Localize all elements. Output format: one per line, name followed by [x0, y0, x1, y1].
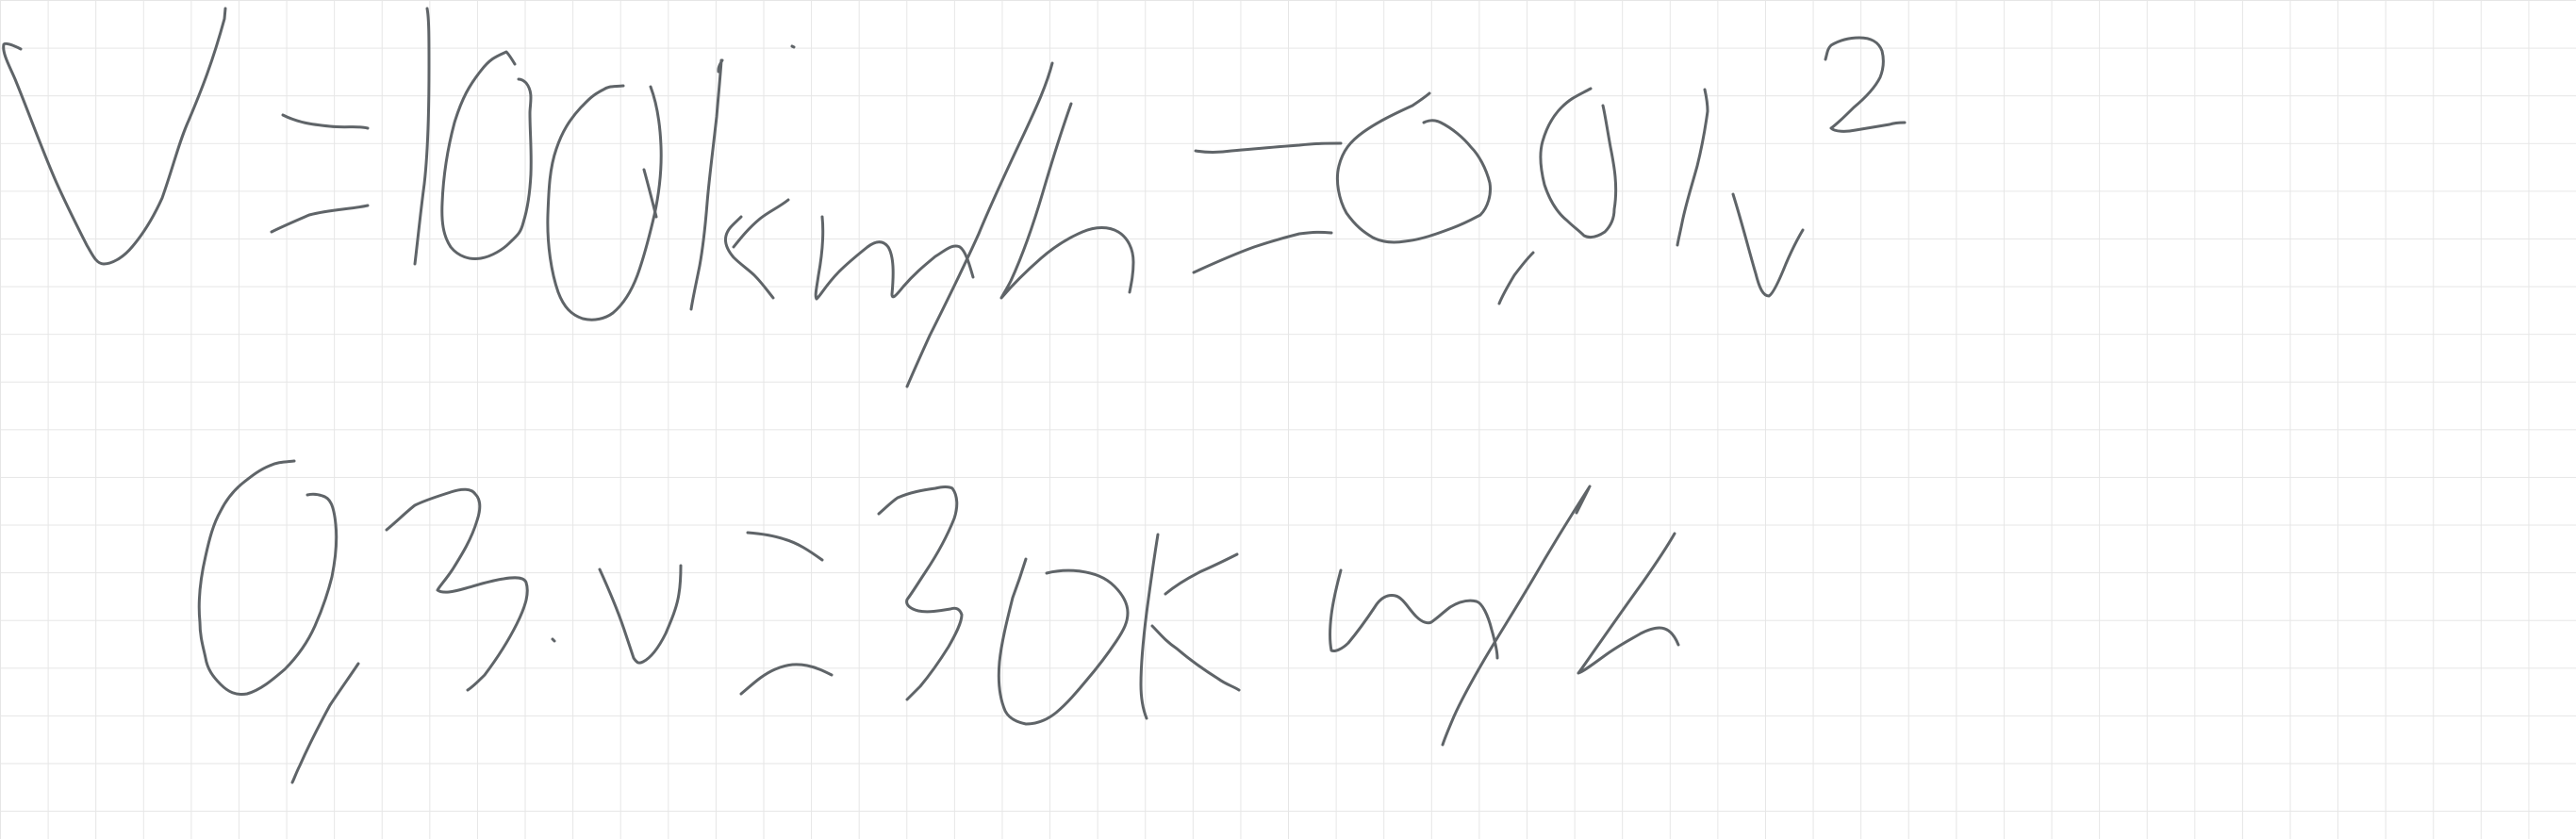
stroke-zero-4a [1539, 87, 1618, 239]
stroke-k-stem [689, 58, 724, 311]
stroke-one-1 [413, 7, 431, 266]
stroke-equals-3-top [746, 531, 824, 562]
stroke-dot-2 [551, 637, 556, 643]
stroke-zero-1a [440, 50, 533, 260]
stroke-h-1 [999, 102, 1135, 300]
stroke-equals-1-top [281, 113, 370, 130]
stroke-superscript-two [1824, 36, 1907, 133]
stroke-slash-1 [905, 61, 1054, 388]
stroke-slash-2 [1441, 485, 1592, 747]
stroke-k-2-upper [1164, 552, 1239, 596]
stroke-dot-1 [790, 44, 796, 49]
stroke-k-arm [642, 168, 658, 219]
stroke-k-2-stem [1139, 533, 1160, 720]
stroke-v-lower-1 [1731, 192, 1805, 298]
stroke-equals-2-bottom [1192, 230, 1333, 274]
stroke-three-1 [385, 487, 529, 692]
stroke-k-leg [724, 198, 790, 300]
stroke-m [814, 215, 975, 301]
stroke-zero-6 [997, 557, 1130, 726]
stroke-comma-2 [290, 662, 360, 784]
stroke-v [2, 7, 227, 266]
stroke-zero-5 [197, 459, 339, 696]
stroke-v-lower-2 [598, 564, 683, 665]
stroke-three-2 [877, 485, 964, 701]
stroke-m-2 [1329, 568, 1499, 660]
stroke-equals-3-bottom [739, 663, 834, 696]
stroke-equals-1-bottom [270, 204, 370, 234]
stroke-comma-1 [1497, 251, 1535, 305]
stroke-zero-3 [1335, 91, 1492, 244]
stroke-h-2 [1577, 532, 1680, 675]
handwritten-line-2 [197, 459, 1680, 784]
stroke-one-2 [1676, 88, 1709, 247]
stroke-zero-2 [546, 84, 663, 321]
handwritten-line-1 [2, 7, 1907, 388]
stroke-equals-2-top [1194, 141, 1343, 154]
stroke-k-2-lower [1150, 624, 1241, 692]
